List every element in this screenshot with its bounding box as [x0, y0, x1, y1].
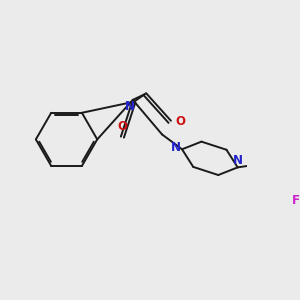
Text: N: N	[125, 100, 135, 113]
Text: O: O	[117, 120, 128, 133]
Text: O: O	[175, 115, 185, 128]
Text: N: N	[233, 154, 243, 167]
Text: F: F	[292, 194, 300, 207]
Text: N: N	[171, 141, 181, 154]
